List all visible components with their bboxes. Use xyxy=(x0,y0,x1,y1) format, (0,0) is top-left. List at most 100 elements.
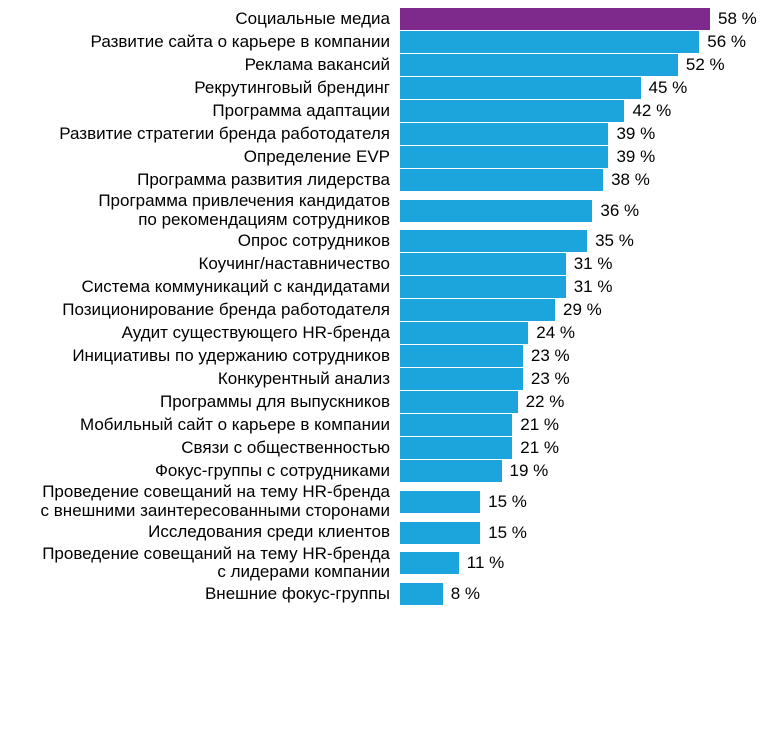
bar-area: 23 % xyxy=(400,368,760,390)
bar-label: Рекрутинговый брендинг xyxy=(10,79,400,98)
bar-area: 24 % xyxy=(400,322,760,344)
bar xyxy=(400,253,566,275)
bar xyxy=(400,460,502,482)
bar xyxy=(400,54,678,76)
bar xyxy=(400,583,443,605)
bar-area: 15 % xyxy=(400,522,760,544)
bar-value: 15 % xyxy=(488,492,527,512)
bar-area: 58 % xyxy=(400,8,760,30)
chart-row: Реклама вакансий 52 % xyxy=(10,54,768,76)
bar-value: 39 % xyxy=(616,124,655,144)
chart-row: Социальные медиа 58 % xyxy=(10,8,768,30)
bar-area: 21 % xyxy=(400,414,760,436)
chart-row: Коучинг/наставничество 31 % xyxy=(10,253,768,275)
bar xyxy=(400,345,523,367)
bar xyxy=(400,31,699,53)
chart-row: Проведение совещаний на тему HR-брендас … xyxy=(10,483,768,520)
bar xyxy=(400,146,608,168)
bar-value: 31 % xyxy=(574,254,613,274)
bar-value: 11 % xyxy=(467,553,505,573)
bar-area: 22 % xyxy=(400,391,760,413)
bar xyxy=(400,522,480,544)
bar-label: Социальные медиа xyxy=(10,10,400,29)
chart-row: Определение EVP39 % xyxy=(10,146,768,168)
horizontal-bar-chart: Социальные медиа58 %Развитие сайта о кар… xyxy=(10,8,768,605)
bar-value: 38 % xyxy=(611,170,650,190)
bar-label: Опрос сотрудников xyxy=(10,232,400,251)
chart-row: Проведение совещаний на тему HR-брендас … xyxy=(10,545,768,582)
bar-label: Коучинг/наставничество xyxy=(10,255,400,274)
bar-area: 45 % xyxy=(400,77,760,99)
bar xyxy=(400,230,587,252)
bar xyxy=(400,368,523,390)
chart-row: Опрос сотрудников35 % xyxy=(10,230,768,252)
bar-value: 23 % xyxy=(531,346,570,366)
bar-area: 11 % xyxy=(400,552,760,574)
bar-value: 39 % xyxy=(616,147,655,167)
bar-label: Реклама вакансий xyxy=(10,56,400,75)
chart-row: Мобильный сайт о карьере в компании 21 % xyxy=(10,414,768,436)
bar-label: Исследования среди клиентов xyxy=(10,523,400,542)
bar-value: 52 % xyxy=(686,55,725,75)
bar-area: 31 % xyxy=(400,253,760,275)
bar xyxy=(400,276,566,298)
chart-row: Программа адаптации 42 % xyxy=(10,100,768,122)
bar-value: 58 % xyxy=(718,9,757,29)
bar-area: 35 % xyxy=(400,230,760,252)
bar-value: 31 % xyxy=(574,277,613,297)
bar-label: Фокус-группы с сотрудниками xyxy=(10,462,400,481)
bar-label: Развитие стратегии бренда работодателя xyxy=(10,125,400,144)
bar-area: 8 % xyxy=(400,583,760,605)
bar xyxy=(400,100,624,122)
bar xyxy=(400,169,603,191)
bar xyxy=(400,77,641,99)
bar-value: 22 % xyxy=(526,392,565,412)
bar-value: 42 % xyxy=(632,101,671,121)
bar-value: 29 % xyxy=(563,300,602,320)
bar-area: 29 % xyxy=(400,299,760,321)
bar-value: 36 % xyxy=(600,201,639,221)
bar xyxy=(400,391,518,413)
bar-label: Аудит существующего HR-бренда xyxy=(10,324,400,343)
bar xyxy=(400,552,459,574)
bar-label: Система коммуникаций с кандидатами xyxy=(10,278,400,297)
bar-label: Мобильный сайт о карьере в компании xyxy=(10,416,400,435)
chart-row: Развитие сайта о карьере в компании 56 % xyxy=(10,31,768,53)
bar-area: 52 % xyxy=(400,54,760,76)
bar-area: 56 % xyxy=(400,31,760,53)
bar-value: 56 % xyxy=(707,32,746,52)
bar-area: 19 % xyxy=(400,460,760,482)
bar-area: 36 % xyxy=(400,200,760,222)
bar-label: Развитие сайта о карьере в компании xyxy=(10,33,400,52)
bar-label: Позиционирование бренда работодателя xyxy=(10,301,400,320)
bar-value: 24 % xyxy=(536,323,575,343)
bar xyxy=(400,322,528,344)
bar xyxy=(400,299,555,321)
bar-highlighted xyxy=(400,8,710,30)
chart-row: Программа развития лидерства 38 % xyxy=(10,169,768,191)
chart-row: Инициативы по удержанию сотрудников23 % xyxy=(10,345,768,367)
bar-label: Программа адаптации xyxy=(10,102,400,121)
bar-value: 23 % xyxy=(531,369,570,389)
bar-label: Программы для выпускников xyxy=(10,393,400,412)
chart-row: Программа привлечения кандидатовпо реком… xyxy=(10,192,768,229)
bar xyxy=(400,123,608,145)
chart-row: Развитие стратегии бренда работодателя 39… xyxy=(10,123,768,145)
chart-row: Рекрутинговый брендинг 45 % xyxy=(10,77,768,99)
bar-value: 8 % xyxy=(451,584,480,604)
bar-area: 15 % xyxy=(400,491,760,513)
bar-area: 39 % xyxy=(400,123,760,145)
bar-value: 45 % xyxy=(649,78,688,98)
chart-row: Связи с общественностью21 % xyxy=(10,437,768,459)
bar-area: 42 % xyxy=(400,100,760,122)
chart-row: Система коммуникаций с кандидатами 31 % xyxy=(10,276,768,298)
bar xyxy=(400,200,592,222)
bar xyxy=(400,437,512,459)
bar-area: 39 % xyxy=(400,146,760,168)
bar-value: 21 % xyxy=(520,415,559,435)
bar-label: Проведение совещаний на тему HR-брендас … xyxy=(10,545,400,582)
bar-label: Программа развития лидерства xyxy=(10,171,400,190)
bar-value: 19 % xyxy=(510,461,549,481)
bar-area: 21 % xyxy=(400,437,760,459)
chart-row: Фокус-группы с сотрудниками 19 % xyxy=(10,460,768,482)
